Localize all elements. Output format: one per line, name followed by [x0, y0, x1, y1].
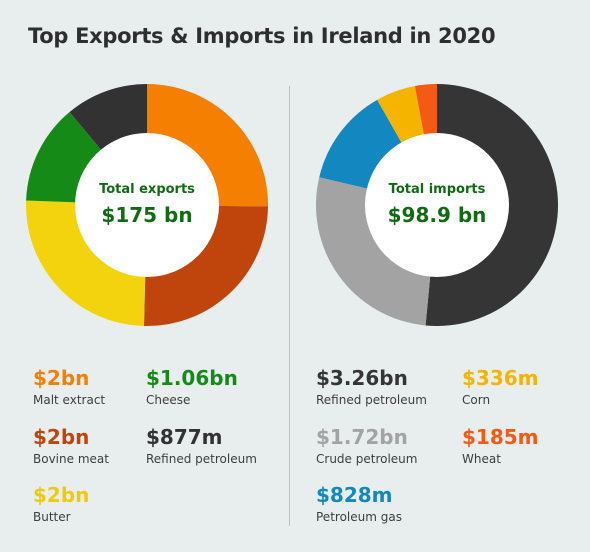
imports-donut: Total imports $98.9 bn — [310, 78, 564, 332]
legend-value: $828m — [316, 483, 393, 507]
legend-item-refined-petroleum-import: $3.26bn Refined petroleum — [316, 366, 427, 407]
exports-center-value: $175 bn — [101, 203, 192, 227]
legend-item-refined-petroleum-export: $877m Refined petroleum — [146, 425, 257, 466]
legend-label: Bovine meat — [33, 452, 109, 466]
legend-value: $1.06bn — [146, 366, 238, 390]
legend-value: $877m — [146, 425, 223, 449]
imports-center-label: Total imports — [389, 182, 486, 197]
legend-label: Corn — [462, 393, 491, 407]
legend-item-butter: $2bn Butter — [33, 483, 89, 524]
exports-donut: Total exports $175 bn — [20, 78, 274, 332]
legend-value: $2bn — [33, 483, 90, 507]
legend-label: Petroleum gas — [316, 510, 402, 524]
legend-label: Refined petroleum — [146, 452, 257, 466]
legend-item-bovine-meat: $2bn Bovine meat — [33, 425, 109, 466]
legend-value: $2bn — [33, 366, 90, 390]
legend-label: Refined petroleum — [316, 393, 427, 407]
legend-label: Wheat — [462, 452, 501, 466]
divider — [289, 86, 290, 526]
legend-value: $1.72bn — [316, 425, 408, 449]
legend-value: $3.26bn — [316, 366, 408, 390]
exports-hole — [75, 133, 219, 277]
chart-title: Top Exports & Imports in Ireland in 2020 — [28, 24, 496, 48]
legend-item-petroleum-gas: $828m Petroleum gas — [316, 483, 402, 524]
legend-item-cheese: $1.06bn Cheese — [146, 366, 238, 407]
legend-item-corn: $336m Corn — [462, 366, 539, 407]
legend-item-malt-extract: $2bn Malt extract — [33, 366, 105, 407]
exports-donut-svg: Total exports $175 bn — [25, 84, 268, 326]
legend-label: Cheese — [146, 393, 191, 407]
legend-label: Malt extract — [33, 393, 106, 407]
legend-value: $2bn — [33, 425, 90, 449]
imports-hole — [365, 133, 509, 277]
legend-value: $336m — [462, 366, 539, 390]
legend-item-wheat: $185m Wheat — [462, 425, 539, 466]
legend-label: Butter — [33, 510, 71, 524]
legend-item-crude-petroleum: $1.72bn Crude petroleum — [316, 425, 417, 466]
legend-value: $185m — [462, 425, 539, 449]
imports-center-value: $98.9 bn — [388, 203, 487, 227]
imports-donut-svg: Total imports $98.9 bn — [316, 84, 558, 326]
legend-label: Crude petroleum — [316, 452, 418, 466]
exports-center-label: Total exports — [99, 182, 195, 197]
